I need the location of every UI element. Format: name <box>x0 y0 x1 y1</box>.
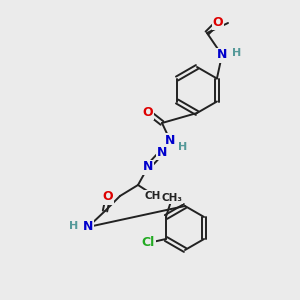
Text: O: O <box>103 190 113 203</box>
Text: N: N <box>157 146 167 158</box>
Text: N: N <box>217 49 227 62</box>
Text: Cl: Cl <box>141 236 154 250</box>
Text: O: O <box>143 106 153 118</box>
Text: CH₃: CH₃ <box>145 191 166 201</box>
Text: O: O <box>213 16 223 28</box>
Text: N: N <box>165 134 175 146</box>
Text: H: H <box>178 142 188 152</box>
Text: H: H <box>232 48 242 58</box>
Text: N: N <box>143 160 153 173</box>
Text: H: H <box>69 221 79 231</box>
Text: CH₃: CH₃ <box>161 193 182 203</box>
Text: N: N <box>83 220 93 233</box>
